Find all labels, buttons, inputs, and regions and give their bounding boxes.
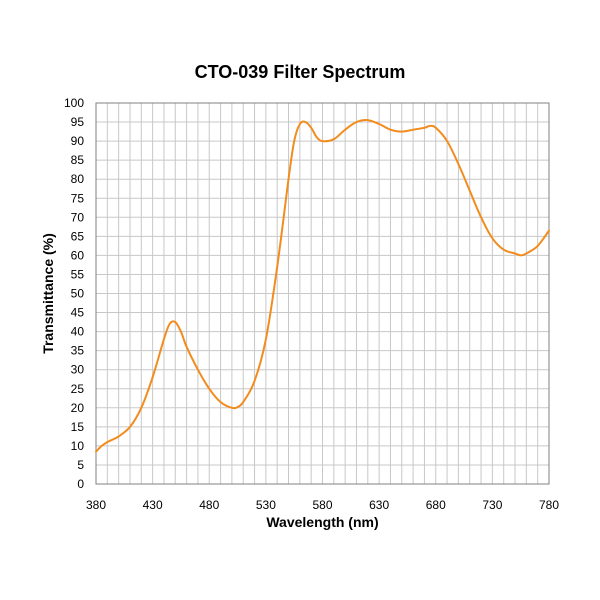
plot-area-border: [95, 102, 550, 485]
x-tick-label: 730: [482, 498, 502, 512]
y-tick-label: 80: [71, 172, 85, 186]
y-tick-label: 45: [71, 306, 85, 320]
y-axis-ticks: 0 5 10 15 20 25 30 35 40 45 50 55 60 65 70 75 80 85 90 95 10…: [64, 96, 84, 491]
y-axis-label: Transmittance (%): [40, 233, 56, 354]
y-tick-label: 10: [71, 439, 85, 453]
x-tick-label: 680: [426, 498, 446, 512]
x-tick-label: 580: [312, 498, 332, 512]
x-tick-label: 430: [143, 498, 163, 512]
y-tick-label: 30: [71, 363, 85, 377]
y-tick-label: 40: [71, 325, 85, 339]
y-tick-label: 15: [71, 420, 85, 434]
y-tick-label: 25: [71, 382, 85, 396]
y-tick-label: 85: [71, 153, 85, 167]
y-tick-label: 5: [77, 458, 84, 472]
series-line: [95, 119, 550, 453]
x-axis-ticks: 380 430 480 530 580 630 680 730 780: [86, 498, 559, 512]
chart-title: CTO-039 Filter Spectrum: [194, 62, 406, 82]
x-tick-label: 480: [199, 498, 219, 512]
y-tick-label: 70: [71, 210, 85, 224]
y-tick-label: 60: [71, 248, 85, 262]
x-tick-label: 780: [539, 498, 559, 512]
y-tick-label: 35: [71, 344, 85, 358]
y-tick-label: 0: [77, 477, 84, 491]
y-tick-label: 55: [71, 267, 85, 281]
y-tick-label: 100: [64, 96, 84, 110]
y-tick-label: 20: [71, 401, 85, 415]
x-tick-label: 630: [369, 498, 389, 512]
x-axis-label: Wavelength (nm): [266, 514, 378, 530]
y-tick-label: 65: [71, 229, 85, 243]
x-tick-label: 380: [86, 498, 106, 512]
y-tick-label: 95: [71, 115, 85, 129]
gridlines: [95, 102, 550, 485]
y-tick-label: 90: [71, 134, 85, 148]
y-tick-label: 75: [71, 191, 85, 205]
y-tick-label: 50: [71, 287, 85, 301]
x-tick-label: 530: [256, 498, 276, 512]
